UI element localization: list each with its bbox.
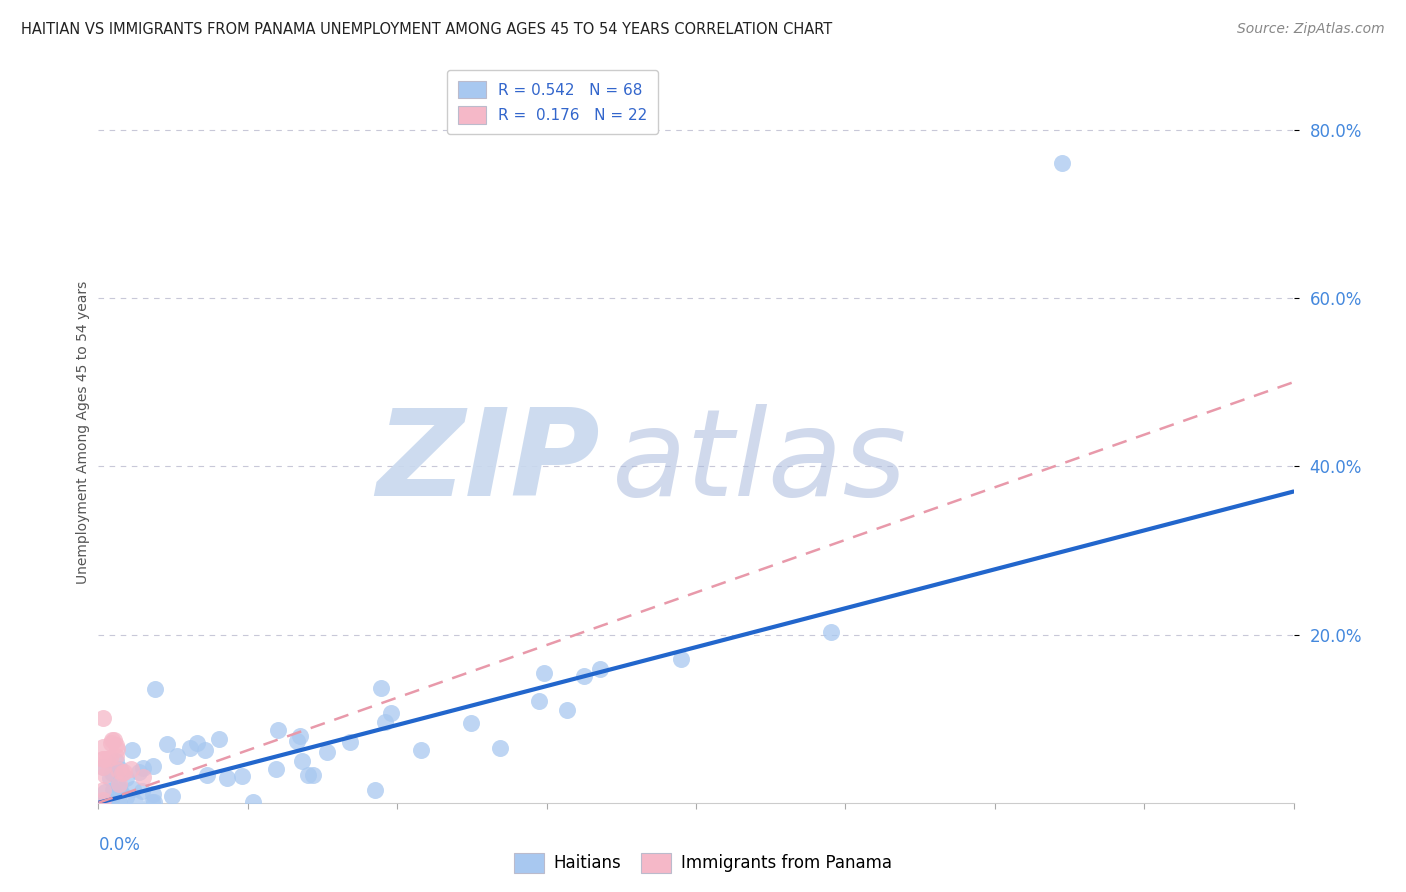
Text: atlas: atlas xyxy=(613,404,908,521)
Point xyxy=(100,751,122,765)
Point xyxy=(179,741,201,756)
Point xyxy=(97,795,120,809)
Legend: Haitians, Immigrants from Panama: Haitians, Immigrants from Panama xyxy=(508,847,898,880)
Point xyxy=(194,743,217,757)
Point xyxy=(132,761,155,775)
Point xyxy=(380,706,402,721)
Point xyxy=(215,771,238,785)
Point xyxy=(91,760,114,774)
Point xyxy=(124,795,146,809)
Point xyxy=(364,783,387,797)
Point xyxy=(370,681,392,695)
Point xyxy=(96,752,118,766)
Point xyxy=(91,793,114,807)
Point xyxy=(143,681,166,696)
Point xyxy=(288,729,311,743)
Point xyxy=(112,765,135,780)
Point xyxy=(231,769,253,783)
Point xyxy=(108,795,131,809)
Point xyxy=(297,768,319,782)
Point xyxy=(1050,156,1073,170)
Point xyxy=(105,748,128,763)
Point xyxy=(100,736,122,750)
Point xyxy=(91,795,114,809)
Point xyxy=(156,738,179,752)
Y-axis label: Unemployment Among Ages 45 to 54 years: Unemployment Among Ages 45 to 54 years xyxy=(76,281,90,584)
Point xyxy=(93,751,115,765)
Point xyxy=(103,733,125,747)
Point xyxy=(488,740,510,755)
Point xyxy=(267,723,290,737)
Point xyxy=(107,777,129,791)
Point xyxy=(91,711,114,725)
Point xyxy=(669,651,692,665)
Point xyxy=(108,780,131,795)
Point xyxy=(96,795,118,809)
Point xyxy=(108,762,131,776)
Point xyxy=(97,795,120,809)
Point xyxy=(132,770,155,784)
Point xyxy=(820,624,842,639)
Point xyxy=(91,752,114,766)
Point xyxy=(291,754,314,768)
Point xyxy=(409,743,432,757)
Point xyxy=(339,735,361,749)
Text: Source: ZipAtlas.com: Source: ZipAtlas.com xyxy=(1237,22,1385,37)
Point xyxy=(105,738,128,752)
Point xyxy=(101,783,124,797)
Point xyxy=(93,785,115,799)
Point xyxy=(527,694,550,708)
Point xyxy=(302,767,325,781)
Point xyxy=(98,771,121,785)
Point xyxy=(100,795,122,809)
Point xyxy=(285,734,308,748)
Point xyxy=(242,795,264,809)
Point xyxy=(94,768,117,782)
Point xyxy=(131,784,153,798)
Point xyxy=(107,763,129,777)
Point xyxy=(374,714,396,729)
Point xyxy=(533,665,555,680)
Point xyxy=(120,762,142,776)
Text: ZIP: ZIP xyxy=(377,404,600,521)
Point xyxy=(91,783,114,797)
Point xyxy=(160,789,183,803)
Legend: R = 0.542   N = 68, R =  0.176   N = 22: R = 0.542 N = 68, R = 0.176 N = 22 xyxy=(447,70,658,135)
Point xyxy=(315,745,337,759)
Point xyxy=(108,782,131,797)
Point xyxy=(166,749,188,764)
Point xyxy=(105,742,128,756)
Text: HAITIAN VS IMMIGRANTS FROM PANAMA UNEMPLOYMENT AMONG AGES 45 TO 54 YEARS CORRELA: HAITIAN VS IMMIGRANTS FROM PANAMA UNEMPL… xyxy=(21,22,832,37)
Point xyxy=(96,795,118,809)
Point xyxy=(91,795,114,809)
Point xyxy=(572,669,595,683)
Point xyxy=(264,762,287,776)
Point xyxy=(100,795,122,809)
Point xyxy=(141,795,163,809)
Point xyxy=(91,795,114,809)
Point xyxy=(111,765,134,780)
Point xyxy=(460,715,482,730)
Point xyxy=(121,743,143,757)
Point xyxy=(142,787,165,801)
Point xyxy=(91,760,114,774)
Point xyxy=(101,732,124,747)
Point xyxy=(91,739,114,754)
Point xyxy=(115,772,138,786)
Point xyxy=(105,754,128,768)
Point xyxy=(143,795,166,809)
Point xyxy=(114,790,136,805)
Text: 0.0%: 0.0% xyxy=(98,836,141,855)
Point xyxy=(122,781,145,796)
Point xyxy=(195,768,218,782)
Point xyxy=(142,759,165,773)
Point xyxy=(128,765,150,780)
Point xyxy=(555,703,578,717)
Point xyxy=(589,662,612,676)
Point xyxy=(100,765,122,780)
Point xyxy=(91,795,114,809)
Point xyxy=(207,732,229,747)
Point xyxy=(186,736,208,750)
